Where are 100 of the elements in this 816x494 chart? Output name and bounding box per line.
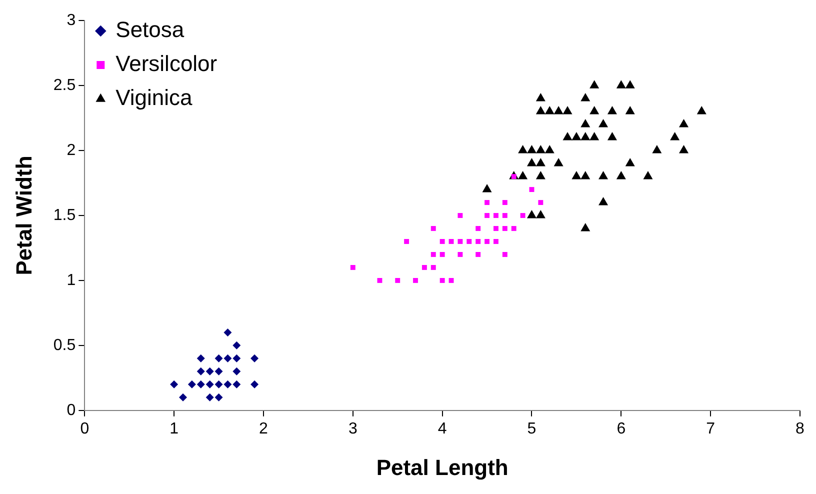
point xyxy=(214,380,223,388)
point xyxy=(520,213,526,218)
point xyxy=(224,380,232,388)
point xyxy=(590,132,600,140)
point xyxy=(196,354,205,362)
point xyxy=(422,265,427,270)
point xyxy=(377,278,382,283)
point xyxy=(170,380,178,388)
point xyxy=(625,106,635,114)
point xyxy=(476,239,481,244)
point xyxy=(206,367,214,376)
x-tick-label: 4 xyxy=(438,420,447,438)
point xyxy=(554,158,564,166)
point xyxy=(526,158,537,166)
point xyxy=(616,80,626,88)
x-tick-label: 3 xyxy=(348,420,358,438)
point xyxy=(511,226,516,231)
point xyxy=(590,80,600,88)
point xyxy=(518,171,528,180)
point xyxy=(625,80,635,88)
point xyxy=(232,367,241,376)
point xyxy=(529,187,534,192)
point xyxy=(466,239,472,244)
point xyxy=(554,106,564,114)
point xyxy=(678,119,689,128)
point xyxy=(206,380,214,388)
y-axis-title: Petal Width xyxy=(11,156,36,276)
point xyxy=(350,265,356,270)
point xyxy=(678,145,689,154)
point xyxy=(214,354,223,362)
point xyxy=(544,106,554,114)
point xyxy=(430,252,436,257)
point xyxy=(484,239,490,244)
y-tick-label: 1.5 xyxy=(53,206,76,224)
point xyxy=(536,93,546,102)
point xyxy=(502,226,508,231)
point xyxy=(580,171,590,180)
legend-label: Versilcolor xyxy=(116,51,218,76)
point xyxy=(580,132,590,140)
point xyxy=(536,106,546,114)
point xyxy=(250,380,259,388)
point xyxy=(562,106,572,114)
point xyxy=(572,171,582,180)
point xyxy=(696,106,706,114)
point xyxy=(536,171,546,180)
point xyxy=(196,367,205,376)
point xyxy=(598,197,608,206)
legend-label: Viginica xyxy=(116,85,194,110)
x-axis-title: Petal Length xyxy=(376,454,508,480)
point xyxy=(598,119,608,128)
point xyxy=(232,341,241,350)
point xyxy=(562,132,572,140)
y-tick-label: 0.5 xyxy=(53,336,76,354)
point xyxy=(536,145,546,154)
point xyxy=(598,171,608,180)
point xyxy=(502,213,508,218)
point xyxy=(482,184,492,192)
point xyxy=(440,252,445,257)
point xyxy=(616,171,626,180)
point xyxy=(544,145,554,154)
point xyxy=(413,278,418,283)
x-tick-label: 8 xyxy=(796,420,805,438)
point xyxy=(224,328,232,336)
point xyxy=(502,252,508,257)
point xyxy=(458,239,463,244)
point xyxy=(484,200,490,205)
y-tick-label: 1 xyxy=(66,272,76,289)
point xyxy=(502,200,508,205)
point xyxy=(607,132,617,140)
x-tick-label: 2 xyxy=(259,420,268,438)
point xyxy=(494,226,498,231)
point xyxy=(448,239,454,244)
point xyxy=(430,265,436,270)
x-tick-label: 0 xyxy=(80,420,90,438)
point xyxy=(580,119,590,128)
y-tick-label: 2 xyxy=(66,142,76,159)
point xyxy=(188,380,196,388)
point xyxy=(590,106,600,114)
point xyxy=(670,132,680,140)
point xyxy=(652,145,662,154)
point xyxy=(404,239,410,244)
point xyxy=(395,278,400,283)
legend-label: Setosa xyxy=(116,17,185,42)
y-tick-label: 3 xyxy=(66,12,76,30)
point xyxy=(206,393,214,402)
point xyxy=(448,278,454,283)
point xyxy=(518,145,528,154)
y-tick-label: 2.5 xyxy=(53,76,76,94)
point xyxy=(250,354,259,362)
y-tick-label: 0 xyxy=(66,402,76,419)
point xyxy=(494,239,498,244)
point xyxy=(214,367,223,376)
point xyxy=(232,380,241,388)
point xyxy=(484,213,490,218)
point xyxy=(572,132,582,140)
point xyxy=(476,226,481,231)
point xyxy=(214,393,223,402)
point xyxy=(536,210,546,218)
x-tick-label: 5 xyxy=(527,420,536,438)
x-tick-label: 1 xyxy=(170,420,179,438)
